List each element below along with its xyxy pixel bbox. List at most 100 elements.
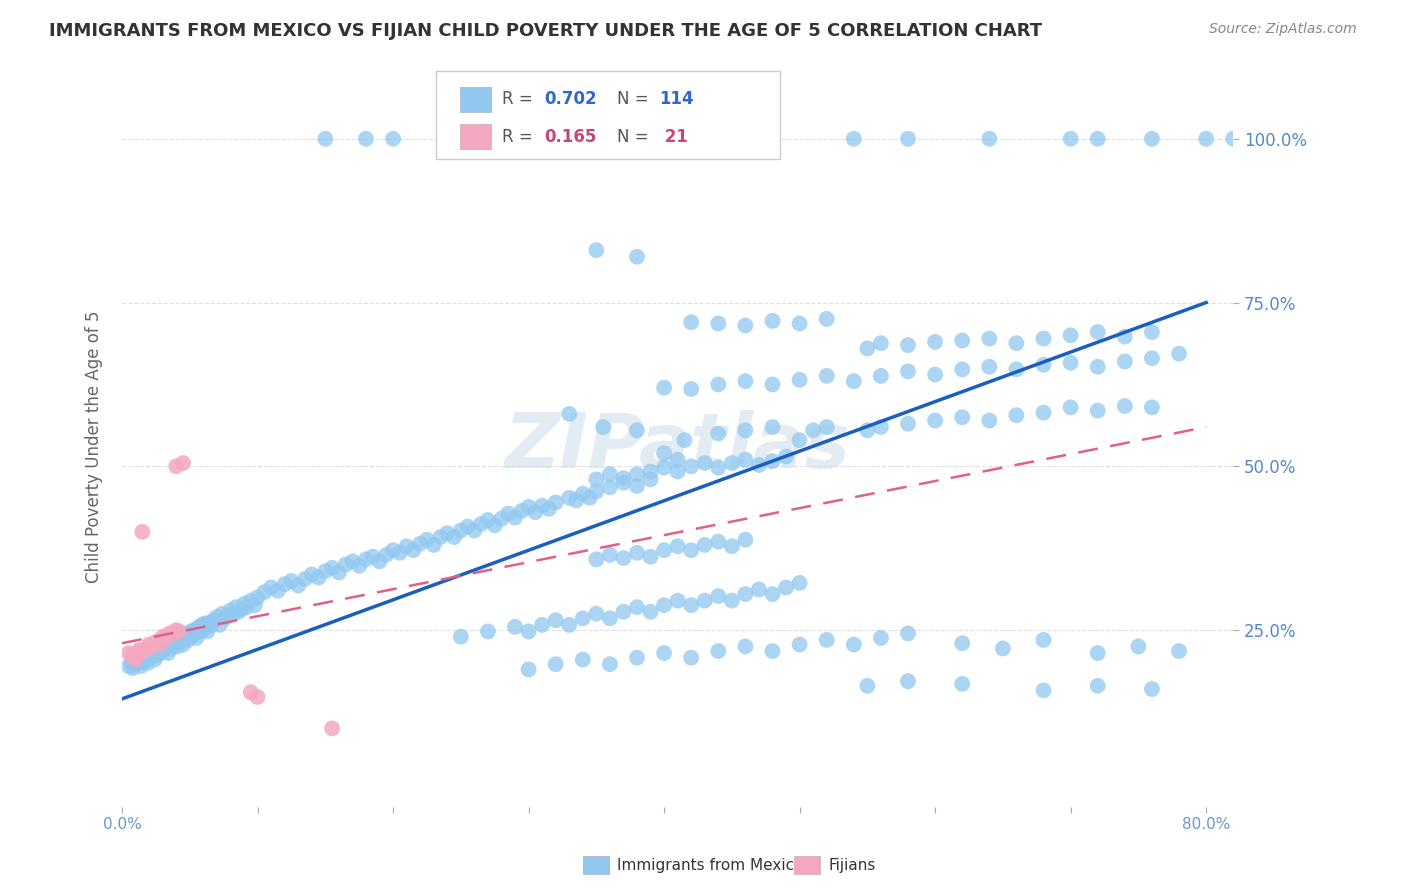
Point	[626, 467, 648, 482]
Point	[477, 624, 499, 639]
Point	[707, 426, 730, 441]
Point	[599, 467, 621, 482]
Point	[721, 539, 744, 553]
Point	[599, 657, 621, 672]
Point	[239, 685, 262, 699]
Point	[152, 630, 174, 644]
Point	[544, 613, 567, 627]
Point	[118, 646, 141, 660]
Point	[524, 505, 547, 519]
Point	[950, 362, 973, 376]
Point	[165, 631, 187, 645]
Point	[558, 407, 581, 421]
Point	[176, 626, 198, 640]
Point	[789, 373, 811, 387]
Point	[314, 132, 336, 146]
Point	[496, 507, 519, 521]
Point	[815, 632, 838, 647]
Y-axis label: Child Poverty Under the Age of 5: Child Poverty Under the Age of 5	[86, 310, 103, 582]
Point	[1140, 351, 1163, 366]
Point	[897, 132, 920, 146]
Point	[599, 611, 621, 625]
Point	[666, 539, 689, 553]
Point	[214, 611, 236, 625]
Point	[510, 504, 533, 518]
Point	[707, 460, 730, 475]
Point	[163, 636, 186, 650]
Point	[127, 652, 149, 666]
Point	[195, 620, 218, 634]
Point	[280, 574, 302, 588]
Point	[1140, 681, 1163, 696]
Point	[129, 659, 152, 673]
Point	[375, 548, 398, 562]
Point	[181, 628, 204, 642]
Point	[1059, 132, 1081, 146]
Point	[287, 578, 309, 592]
Point	[138, 649, 160, 664]
Point	[132, 650, 155, 665]
Point	[354, 132, 377, 146]
Point	[191, 618, 214, 632]
Point	[122, 649, 145, 664]
Point	[558, 491, 581, 505]
Point	[1032, 683, 1054, 698]
Point	[842, 638, 865, 652]
Point	[167, 635, 190, 649]
Point	[856, 679, 879, 693]
Point	[136, 656, 159, 670]
Point	[149, 646, 172, 660]
Point	[159, 638, 181, 652]
Point	[450, 524, 472, 538]
Point	[870, 631, 893, 645]
Point	[1128, 640, 1150, 654]
Point	[361, 549, 384, 564]
Point	[228, 605, 250, 619]
Point	[131, 524, 153, 539]
Point	[429, 530, 451, 544]
Point	[1087, 646, 1109, 660]
Point	[517, 624, 540, 639]
Point	[666, 593, 689, 607]
Point	[253, 585, 276, 599]
Point	[693, 456, 716, 470]
Point	[294, 572, 316, 586]
Point	[748, 458, 770, 472]
Point	[693, 538, 716, 552]
Point	[640, 549, 662, 564]
Point	[1059, 356, 1081, 370]
Point	[165, 623, 187, 637]
Point	[1087, 679, 1109, 693]
Point	[585, 484, 607, 499]
Point	[1114, 329, 1136, 343]
Point	[239, 593, 262, 607]
Point	[155, 631, 177, 645]
Point	[531, 618, 554, 632]
Point	[612, 551, 634, 566]
Point	[436, 526, 458, 541]
Point	[950, 410, 973, 425]
Point	[170, 632, 193, 647]
Point	[761, 454, 783, 468]
Point	[681, 382, 703, 396]
Point	[153, 641, 176, 656]
Point	[1005, 409, 1028, 423]
Point	[165, 459, 187, 474]
Point	[681, 543, 703, 558]
Point	[219, 603, 242, 617]
Point	[180, 624, 202, 639]
Point	[145, 642, 167, 657]
Point	[979, 413, 1001, 427]
Point	[979, 332, 1001, 346]
Point	[842, 132, 865, 146]
Point	[183, 623, 205, 637]
Point	[172, 638, 194, 652]
Point	[721, 456, 744, 470]
Point	[652, 381, 675, 395]
Point	[166, 640, 188, 654]
Point	[775, 450, 797, 464]
Point	[565, 493, 588, 508]
Point	[652, 646, 675, 660]
Point	[177, 632, 200, 647]
Point	[172, 456, 194, 470]
